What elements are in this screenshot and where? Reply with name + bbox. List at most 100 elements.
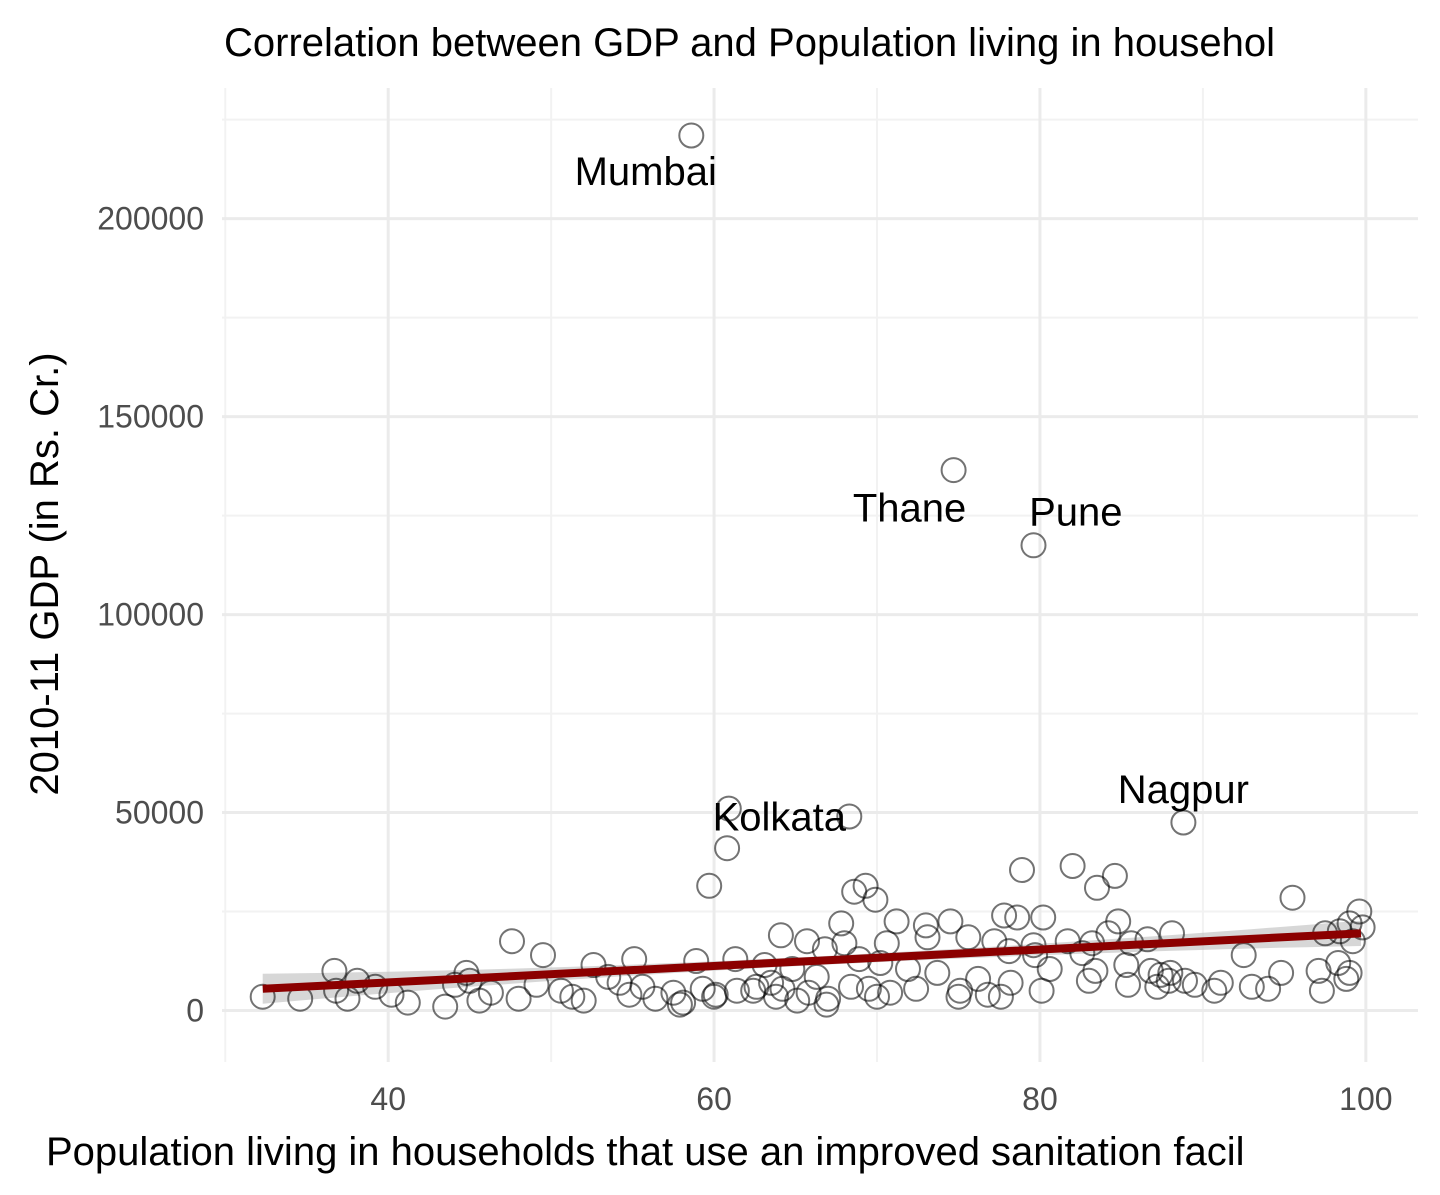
data-point <box>1170 809 1197 836</box>
data-point <box>1147 961 1174 988</box>
data-point <box>595 963 622 990</box>
data-point <box>864 983 890 1010</box>
data-point <box>813 991 840 1018</box>
data-points <box>249 122 1376 1020</box>
data-point <box>828 910 855 937</box>
data-point <box>940 457 967 484</box>
data-point <box>1238 973 1265 1000</box>
data-point <box>974 981 1001 1008</box>
x-axis-title: Population living in households that use… <box>46 1130 1245 1174</box>
point-label: Mumbai <box>575 150 717 194</box>
data-point <box>1333 965 1360 992</box>
data-point <box>722 946 749 973</box>
data-point <box>249 983 276 1010</box>
data-point <box>678 122 705 149</box>
data-point <box>1155 967 1182 994</box>
data-point <box>666 991 693 1018</box>
x-tick-label: 100 <box>1339 1081 1392 1117</box>
data-point <box>997 969 1024 996</box>
data-point <box>1004 904 1031 931</box>
data-point <box>767 922 794 949</box>
point-label: Pune <box>1029 491 1122 535</box>
data-point <box>1113 952 1140 978</box>
data-point <box>505 985 532 1012</box>
data-point <box>1305 957 1332 984</box>
y-tick-label: 150000 <box>97 399 204 435</box>
data-point <box>442 971 468 998</box>
data-point <box>702 981 729 1008</box>
data-point <box>714 835 741 862</box>
data-point <box>394 989 421 1016</box>
data-point <box>1207 969 1234 996</box>
y-tick-labels: 0 50000 100000 150000 200000 <box>97 201 204 1029</box>
data-point <box>877 979 904 1006</box>
data-point <box>912 912 939 939</box>
data-point <box>1308 977 1335 1004</box>
data-point <box>530 942 556 969</box>
data-point <box>1030 904 1057 931</box>
data-point <box>862 886 889 913</box>
data-point <box>683 948 710 974</box>
data-point <box>1339 928 1366 955</box>
chart-title: Correlation between GDP and Population l… <box>224 21 1275 65</box>
data-point <box>1059 853 1086 879</box>
data-point <box>670 989 697 1016</box>
data-point <box>914 924 941 951</box>
data-point <box>855 975 882 1002</box>
data-point <box>1279 884 1306 911</box>
data-point <box>1268 959 1295 986</box>
data-point <box>1020 932 1047 959</box>
data-point <box>803 963 830 990</box>
y-tick-label: 100000 <box>97 597 204 633</box>
data-point <box>1022 942 1049 969</box>
data-point <box>991 902 1018 929</box>
data-point <box>660 979 687 1006</box>
data-point <box>323 977 350 1004</box>
point-label: Nagpur <box>1118 768 1249 812</box>
y-tick-label: 0 <box>186 993 204 1029</box>
data-point <box>1101 862 1128 889</box>
y-tick-label: 200000 <box>97 201 204 237</box>
point-label: Thane <box>853 487 966 531</box>
data-point <box>836 803 863 830</box>
x-tick-label: 60 <box>696 1081 732 1117</box>
data-point <box>883 908 910 935</box>
data-point <box>701 983 728 1010</box>
grid-lines <box>222 88 1418 1062</box>
y-tick-label: 50000 <box>115 795 204 831</box>
data-point <box>616 981 643 1008</box>
data-point <box>831 930 858 957</box>
data-point <box>784 987 811 1014</box>
data-point <box>794 928 820 955</box>
data-point <box>852 872 879 899</box>
data-point <box>1009 857 1035 883</box>
data-point <box>867 950 894 976</box>
x-tick-label: 80 <box>1022 1081 1058 1117</box>
data-point <box>955 924 982 951</box>
data-point <box>715 795 742 822</box>
data-point <box>987 983 1014 1010</box>
data-point <box>903 975 930 1002</box>
data-point <box>696 872 723 899</box>
data-point <box>758 969 785 996</box>
data-point <box>937 908 964 935</box>
x-tick-label: 40 <box>370 1081 406 1117</box>
data-point <box>1020 532 1047 559</box>
data-point <box>1134 926 1161 953</box>
data-point <box>838 973 864 1000</box>
data-point <box>1069 940 1096 967</box>
data-point <box>1084 874 1110 901</box>
point-labels: Mumbai Thane Pune Kolkata Nagpur <box>575 150 1249 839</box>
data-point <box>432 993 459 1020</box>
data-point <box>1157 959 1184 986</box>
data-point <box>1325 950 1352 976</box>
regression-line <box>262 929 1362 993</box>
x-tick-labels: 40 60 80 100 <box>370 1081 1392 1117</box>
data-point <box>924 959 951 986</box>
y-axis-title: 2010-11 GDP (in Rs. Cr.) <box>23 352 67 795</box>
data-point <box>763 983 789 1010</box>
data-point <box>945 983 972 1010</box>
data-point <box>570 987 597 1014</box>
data-point <box>1181 971 1208 998</box>
